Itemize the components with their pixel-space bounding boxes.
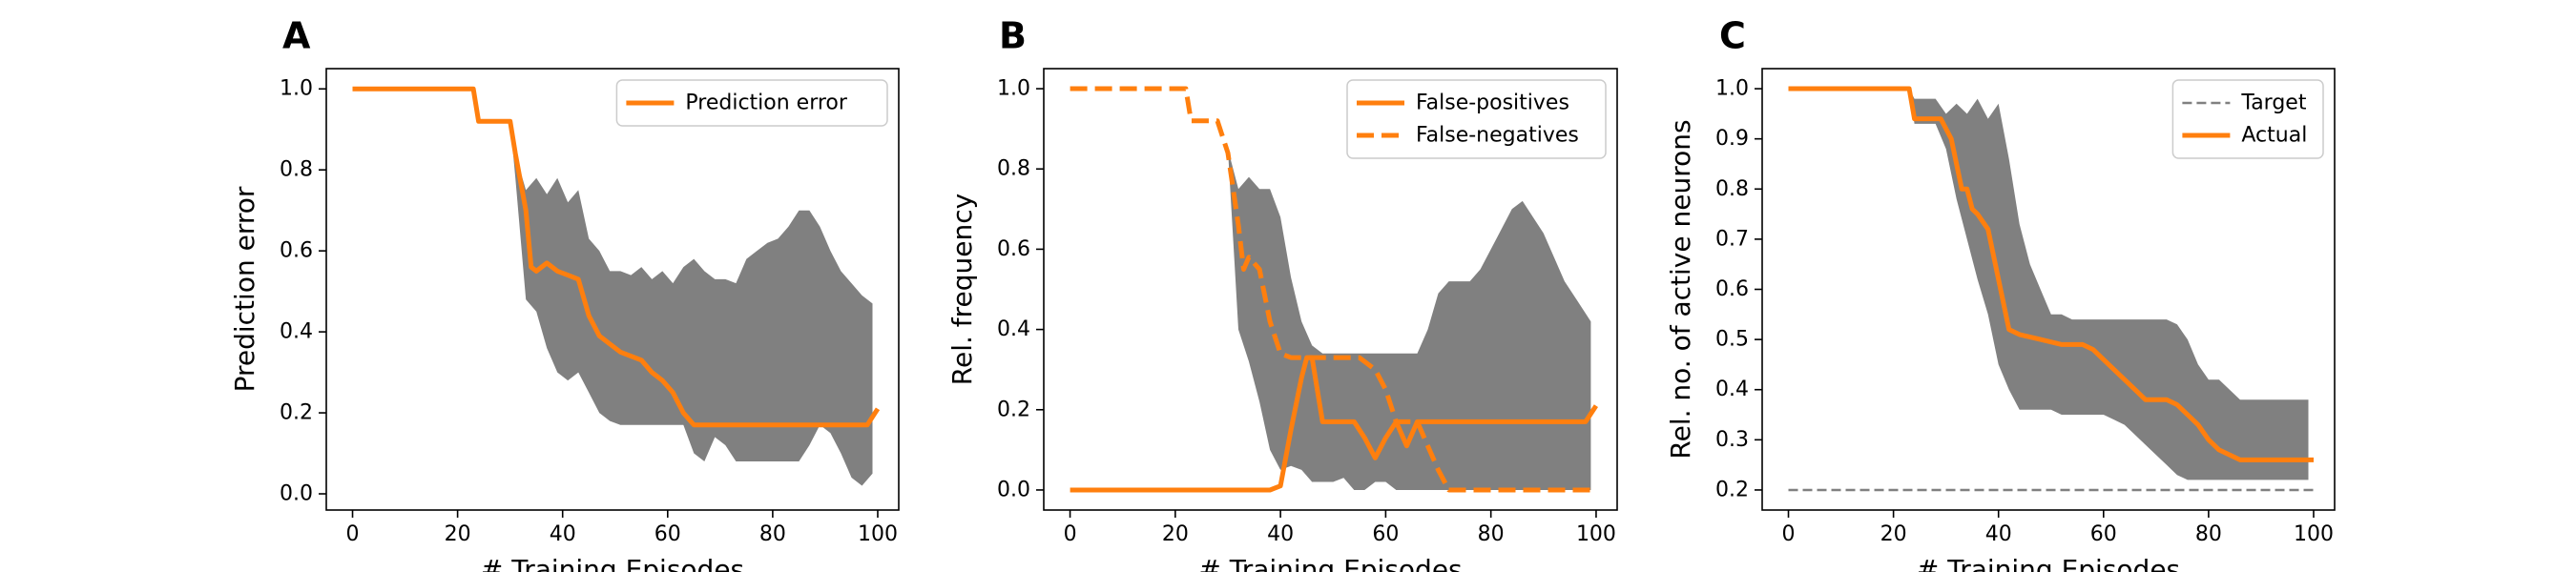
panel-letter: A (282, 15, 311, 57)
confidence-band (352, 89, 873, 486)
y-tick-label: 0.2 (280, 401, 313, 425)
plot-area (1070, 86, 1598, 493)
x-tick-label: 20 (445, 522, 471, 546)
y-tick-label: 0.6 (1715, 277, 1749, 301)
x-tick-label: 40 (550, 522, 576, 546)
legend: False-positives False-negatives (1346, 79, 1607, 159)
y-tick-label: 1.0 (280, 77, 313, 101)
y-axis-label: Rel. no. of active neurons (1665, 119, 1696, 459)
legend-entry-label: Actual (2241, 124, 2307, 148)
y-tick-label: 1.0 (1715, 77, 1749, 101)
series-line-prediction-error (352, 86, 881, 428)
x-tick-label: 60 (2090, 522, 2117, 546)
x-tick-label: 100 (2294, 522, 2334, 546)
x-tick-label: 20 (1880, 522, 1907, 546)
y-tick-label: 0.6 (280, 239, 313, 263)
x-axis-label: # Training Episodes (1198, 554, 1462, 572)
y-tick-label: 0.4 (280, 320, 313, 344)
y-tick-label: 0.5 (1715, 328, 1749, 352)
y-axis-label: Rel. frequency (946, 194, 978, 385)
y-tick-label: 0.4 (1715, 378, 1749, 401)
panel-letter: B (999, 15, 1027, 57)
legend-box (615, 79, 888, 127)
panel-b: B 0 20 40 60 80 100 0.0 0.2 0.4 0.6 0.8 1.0 # Trainin… (946, 15, 1618, 572)
panel-a: A 0 20 40 60 80 100 0.0 0.2 0.4 0.6 0.8 1.0 # Trainin… (229, 15, 900, 572)
x-tick-label: 60 (654, 522, 681, 546)
x-tick-label: 100 (1576, 522, 1616, 546)
legend-box (2171, 79, 2324, 159)
x-tick-label: 20 (1162, 522, 1189, 546)
legend-entry-label: Prediction error (685, 92, 847, 115)
series-line-false-negatives (1070, 86, 1596, 493)
axes-frame (1043, 68, 1618, 511)
y-axis-label: Prediction error (229, 186, 260, 392)
x-tick-label: 40 (1267, 522, 1294, 546)
y-tick-label: 1.0 (997, 77, 1030, 101)
y-tick-label: 0.0 (280, 482, 313, 506)
y-tick-label: 0.2 (997, 398, 1030, 421)
legend-entry-label: False-negatives (1416, 124, 1579, 148)
y-tick-label: 0.2 (1715, 478, 1749, 501)
y-tick-label: 0.4 (997, 317, 1030, 341)
x-tick-label: 0 (346, 522, 360, 546)
y-tick-label: 0.8 (280, 158, 313, 182)
panel-letter: C (1719, 15, 1746, 57)
y-tick-label: 0.7 (1715, 227, 1749, 251)
y-tick-label: 0.6 (997, 237, 1030, 261)
y-tick-label: 0.0 (997, 478, 1030, 501)
y-tick-label: 0.3 (1715, 428, 1749, 452)
confidence-band (1788, 89, 2309, 480)
legend-entry-label: False-positives (1416, 92, 1569, 115)
x-tick-label: 40 (1985, 522, 2012, 546)
x-tick-label: 100 (858, 522, 898, 546)
x-axis-label: # Training Episodes (481, 554, 744, 572)
panel-c: C 0 20 40 60 80 100 0.2 0.3 0.4 0.5 0.6 0.7 0.8 0.9 1.0… (1665, 15, 2336, 572)
confidence-band (1070, 89, 1591, 490)
x-tick-label: 60 (1372, 522, 1399, 546)
axes-frame (325, 68, 900, 511)
x-axis-label: # Training Episodes (1917, 554, 2180, 572)
y-tick-label: 0.9 (1715, 127, 1749, 151)
x-tick-label: 0 (1064, 522, 1077, 546)
legend: Prediction error (615, 79, 888, 127)
y-tick-label: 0.8 (997, 157, 1030, 181)
x-tick-label: 0 (1782, 522, 1796, 546)
series-line-false-positives (1070, 355, 1598, 493)
plot-area (352, 86, 881, 486)
x-tick-label: 80 (2195, 522, 2222, 546)
x-tick-label: 80 (1478, 522, 1505, 546)
series-line-actual (1788, 86, 2314, 462)
legend: Target Actual (2171, 79, 2324, 159)
x-tick-label: 80 (759, 522, 786, 546)
plot-area (1788, 86, 2314, 492)
legend-box (1346, 79, 1607, 159)
legend-entry-label: Target (2240, 92, 2306, 115)
y-tick-label: 0.8 (1715, 177, 1749, 201)
